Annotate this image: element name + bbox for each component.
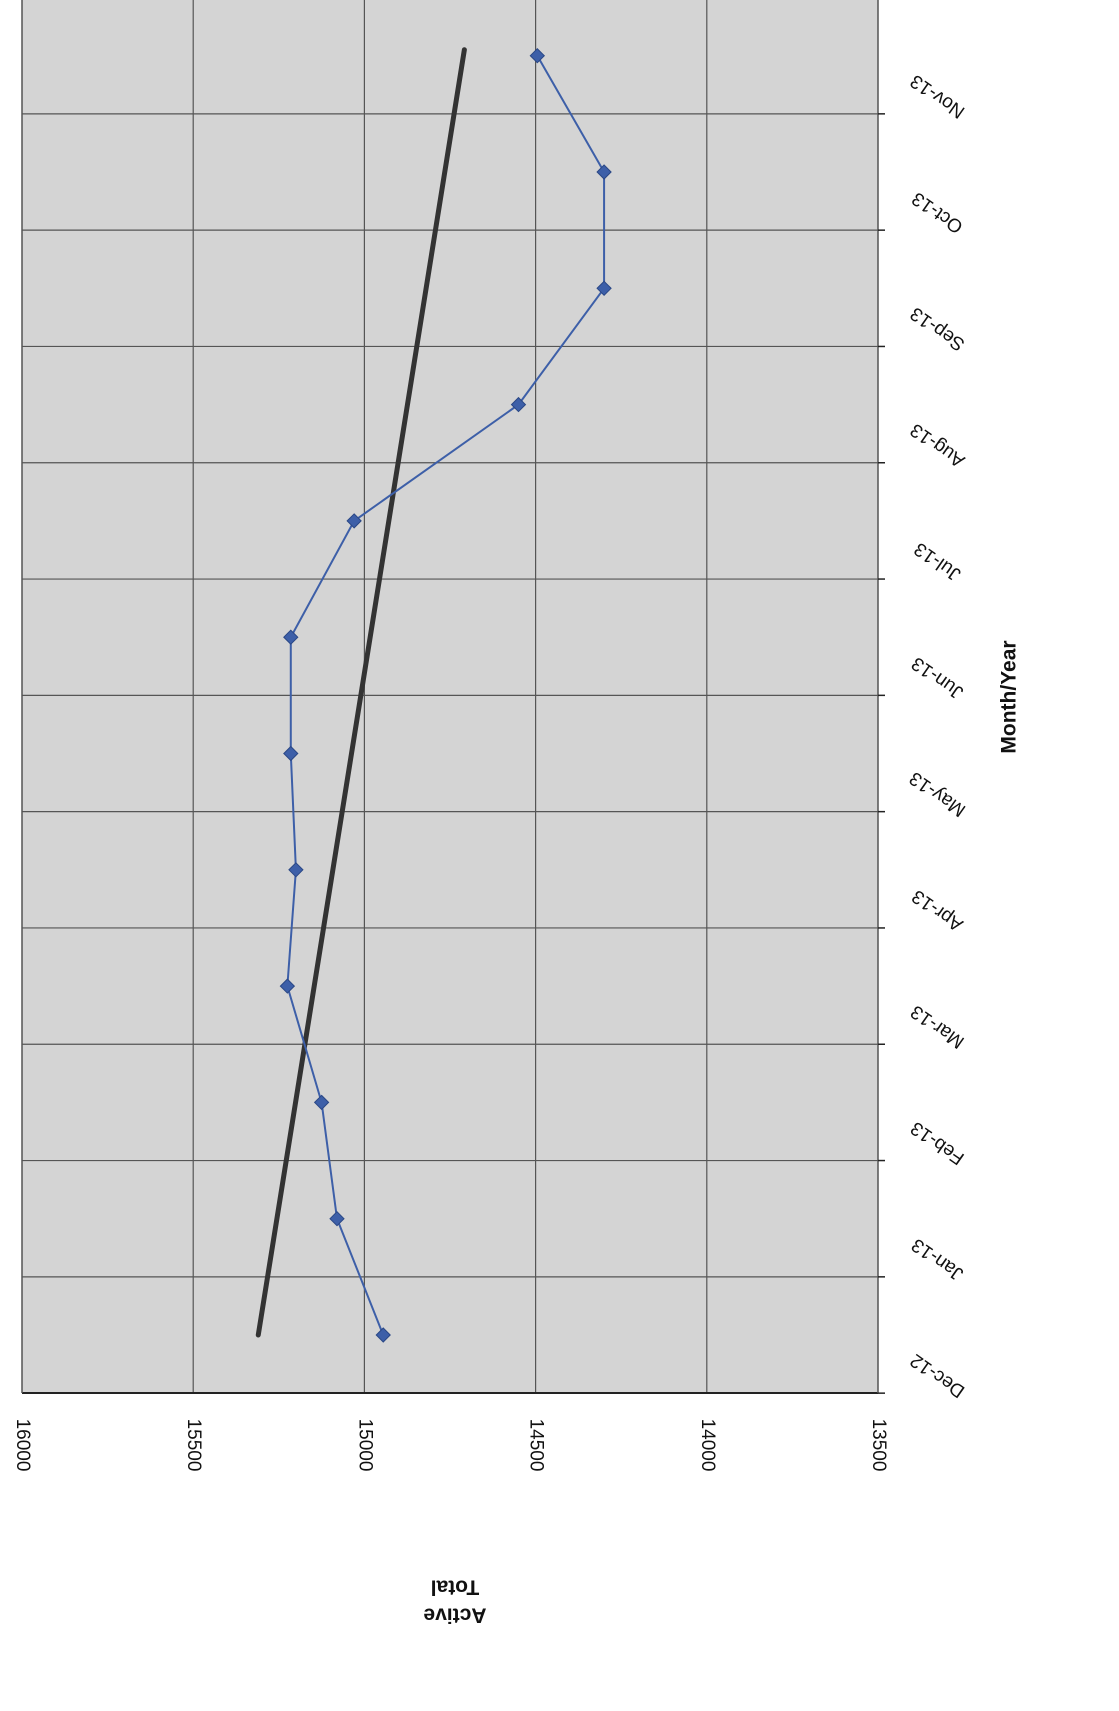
y-axis-title-line-1: Active (423, 1603, 486, 1626)
y-axis-title-line-2: Total (431, 1575, 480, 1598)
data-point-marker (329, 1210, 345, 1227)
y-tick-label: 15000 (354, 1419, 375, 1472)
x-axis-ticks (878, 113, 885, 1394)
data-point-marker (283, 745, 299, 762)
data-point-marker (510, 396, 527, 413)
data-point-marker (529, 47, 546, 64)
series-layer (255, 47, 612, 1343)
plot-area (22, 0, 878, 1393)
y-tick-label: 13500 (868, 1419, 889, 1472)
y-tick-label: 14500 (526, 1419, 547, 1472)
y-tick-label: 15500 (183, 1419, 204, 1472)
data-point-marker (375, 1327, 391, 1343)
y-tick-label: 16000 (12, 1419, 33, 1472)
y-axis-tick-labels: 16000 15500 15000 14500 14000 13500 (12, 1419, 889, 1472)
data-point-marker (288, 862, 304, 878)
data-point-marker (279, 978, 296, 994)
data-point-marker (346, 513, 362, 529)
series-line (286, 55, 606, 1336)
x-axis-title: Month/Year (998, 640, 1021, 753)
y-tick-label: 14000 (697, 1419, 718, 1472)
data-point-marker (313, 1094, 330, 1111)
y-axis-title: Active Total (423, 1575, 486, 1626)
trend-line (255, 47, 467, 1338)
data-point-marker (596, 280, 612, 297)
data-point-marker (596, 164, 612, 180)
gridlines (22, 0, 878, 1393)
data-point-marker (283, 629, 299, 645)
